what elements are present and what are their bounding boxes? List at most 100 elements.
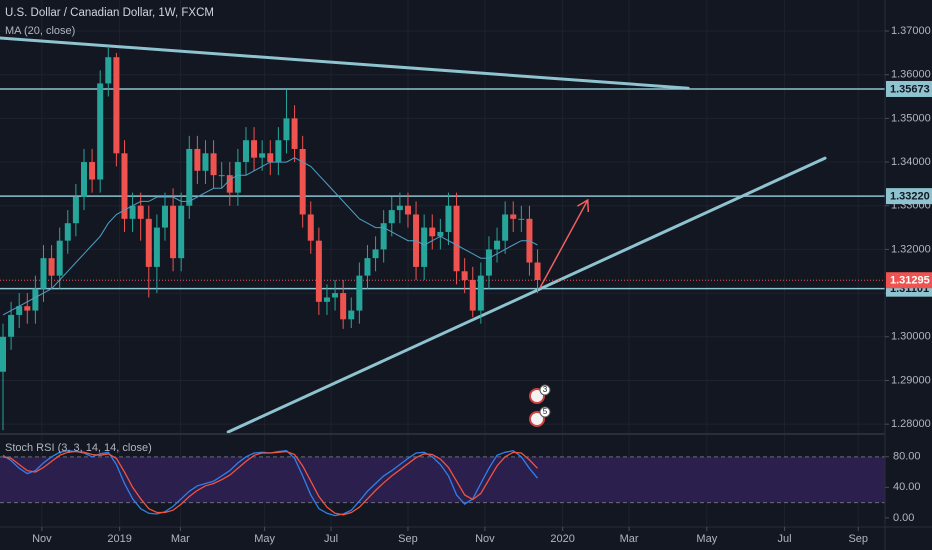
candle-body [170,205,177,259]
y-tick-label: 40.00 [893,481,921,493]
y-tick-label: 80.00 [893,451,921,463]
candle-body [518,218,525,220]
candle-body [332,293,339,298]
candle-body [453,205,460,272]
candle-body [153,227,160,267]
candle-body [259,153,266,158]
level-price-box [886,80,932,97]
event-count-badge [539,406,551,418]
candle-body [8,314,15,337]
symbol-title: U.S. Dollar / Canadian Dollar, 1W, FXCM [5,7,214,19]
candle-body [267,153,274,163]
ma-line [2,157,538,316]
y-tick-label: 0.00 [893,512,914,524]
stoch-title: Stoch RSI (3, 3, 14, 14, close) [5,442,152,454]
candle-body [340,293,347,320]
candle-body [372,249,379,259]
y-tick-label: 1.32000 [891,243,931,255]
candle-body [323,297,330,302]
candle-body [121,153,128,219]
candle-body [40,258,47,289]
candle-body [396,205,403,211]
candle-body [89,162,96,180]
candle-body [56,240,63,276]
x-tick-label: Sep [398,533,418,545]
candle-body [113,57,120,154]
candle-body [137,205,144,219]
candle-body [307,214,314,241]
candle-body [437,231,444,237]
candle-body [242,140,249,163]
band [0,456,885,503]
candle-body [32,288,39,311]
candle-body [315,240,322,302]
candle-body [421,227,428,267]
stoch-line [2,450,538,516]
event-count: 5 [543,407,548,416]
arrow-shaft [539,199,589,289]
candle-body [16,306,23,315]
candle-body [461,271,468,280]
candle-body [429,227,436,237]
last-price-box [886,272,932,289]
candle-body [469,279,476,311]
candle-body [72,196,79,224]
candle-body [510,214,517,219]
x-tick-label: May [254,533,275,545]
x-tick-label: Mar [620,533,639,545]
candle-body [80,162,87,197]
candle-body [105,57,112,84]
candle-body [0,336,6,372]
event-markers: 3 5 [529,384,551,427]
candle-body [477,275,484,311]
candle-body [364,258,371,276]
arrow-head [577,198,590,213]
candle-body [299,148,306,215]
last-price-label: 1.31295 [890,275,930,287]
candle-body [275,140,282,163]
candle-body [388,210,395,224]
event-count: 3 [543,385,548,394]
x-tick-label: Nov [475,533,495,545]
candle-body [202,153,209,171]
candle-body [502,214,509,241]
candle-body [283,118,290,141]
y-tick-label: 1.28000 [891,418,931,430]
event-icon[interactable] [529,411,545,427]
x-tick-label: Nov [32,533,52,545]
event-count-badge [539,384,551,396]
plot [0,36,885,517]
candle-body [485,249,492,276]
candle-body [178,205,185,259]
x-tick-label: Mar [171,533,190,545]
candle-body [356,275,363,311]
candle-body [534,262,541,280]
candle-body [186,148,193,206]
x-tick-label: Jul [778,533,792,545]
y-tick-label: 1.37000 [891,25,931,37]
candle-body [234,162,241,193]
candle-body [48,258,55,276]
axes: 1.280001.290001.300001.310001.320001.330… [32,25,932,545]
candle-body [226,175,233,193]
candle-body [64,223,71,241]
candle-body [24,306,31,311]
x-tick-label: May [696,533,717,545]
x-tick-label: 2020 [550,533,574,545]
y-tick-label: 1.29000 [891,374,931,386]
y-tick-label: 1.35000 [891,112,931,124]
candle-body [445,205,452,232]
level-price-label: 1.35673 [890,83,930,95]
candle-body [194,148,201,171]
candle-body [97,83,104,180]
candle-body [145,218,152,267]
candle-body [380,223,387,250]
candle-body [218,175,225,177]
y-tick-label: 1.30000 [891,331,931,343]
candle-body [291,118,298,149]
trend-line [226,156,827,434]
candle-body [210,153,217,176]
candle-body [404,205,411,215]
candle-body [129,205,136,219]
